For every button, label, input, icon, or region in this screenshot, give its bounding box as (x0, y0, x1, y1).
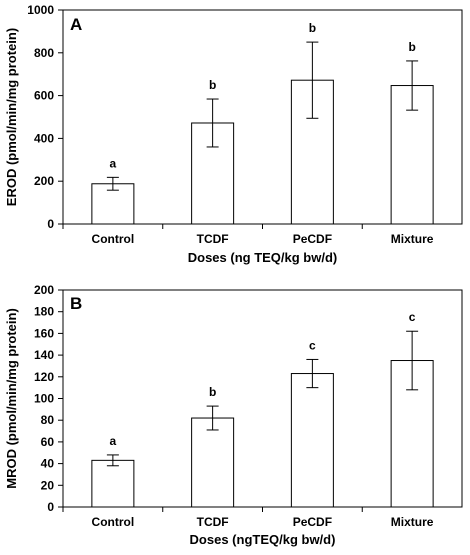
panel-b-y-tick-label: 160 (34, 326, 54, 340)
panel-b-y-tick-label: 200 (34, 283, 54, 297)
panel-b-x-axis-title: Doses (ngTEQ/kg bw/d) (190, 532, 336, 547)
panel-b-significance-label: b (209, 385, 216, 399)
panel-b-bar (290, 373, 334, 508)
panel-b-y-tick-label: 140 (34, 348, 54, 362)
panel-b-y-tick-label: 180 (34, 305, 54, 319)
panel-b-bar (191, 417, 235, 508)
panel-a-y-tick-label: 800 (34, 46, 54, 60)
panel-a-y-tick-label: 1000 (27, 3, 54, 17)
panel-a-x-tick-label: Control (92, 232, 135, 246)
panel-a-significance-label: b (209, 78, 216, 92)
panel-a-significance-label: a (110, 156, 117, 170)
panel-a-y-axis-title: EROD (pmol/min/mg protein) (4, 28, 19, 206)
panel-a-x-axis-title: Doses (ng TEQ/kg bw/d) (188, 250, 338, 265)
panel-b-y-axis-title: MROD (pmol/min/mg protein) (4, 308, 19, 489)
panel-a-y-tick-label: 200 (34, 174, 54, 188)
panel-b-letter: B (70, 294, 82, 313)
panel-b-x-tick-label: PeCDF (293, 515, 332, 529)
panel-b-bar (91, 459, 135, 508)
panel-b-y-tick-label: 100 (34, 392, 54, 406)
panel-a-x-tick-label: PeCDF (293, 232, 332, 246)
panel-b-y-tick-label: 20 (41, 478, 55, 492)
panel-b-x-tick-label: Mixture (391, 515, 434, 529)
panel-b-y-tick-label: 0 (47, 500, 54, 514)
panel-a-letter: A (70, 15, 82, 34)
panel-b-y-tick-label: 40 (41, 457, 55, 471)
panel-a-significance-label: b (309, 21, 316, 35)
panel-a-x-tick-label: Mixture (391, 232, 434, 246)
panel-b-x-tick-label: Control (92, 515, 135, 529)
panel-a-x-tick-label: TCDF (197, 232, 229, 246)
panel-a-y-tick-label: 400 (34, 131, 54, 145)
panel-b-x-tick-label: TCDF (197, 515, 229, 529)
panel-b-significance-label: a (110, 434, 117, 448)
panel-b-significance-label: c (309, 338, 316, 352)
panel-a: 0 200 400 600 800 1000 a Control b TCDF b PeCDF b Mix… (4, 3, 463, 265)
panel-b-significance-label: c (409, 310, 416, 324)
panel-b-y-tick-label: 120 (34, 370, 54, 384)
panel-b-y-tick-label: 60 (41, 435, 55, 449)
panel-a-y-tick-label: 600 (34, 89, 54, 103)
panel-a-significance-label: b (408, 40, 415, 54)
panel-b-y-tick-label: 80 (41, 413, 55, 427)
panel-b: 0 20 40 60 80 100 120 140 160 180 200 a Control b TCDF… (4, 283, 463, 547)
panel-a-y-tick-label: 0 (47, 217, 54, 231)
